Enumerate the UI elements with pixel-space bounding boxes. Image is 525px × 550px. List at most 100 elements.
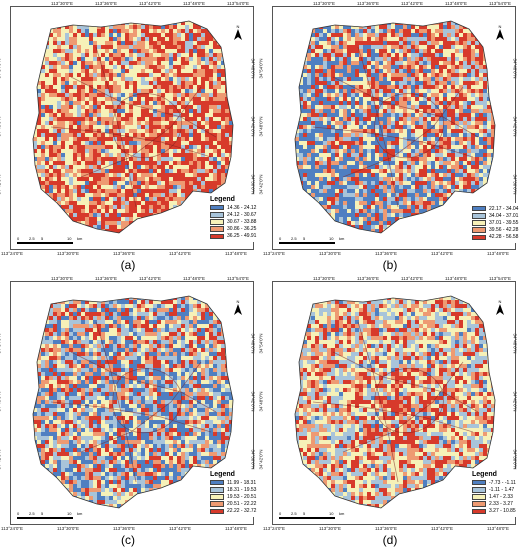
road-line — [50, 126, 212, 158]
right-latitude-tick: 34°36'0"N — [512, 174, 518, 195]
top-longitude-tick: 113°30'0"E — [313, 276, 335, 281]
top-longitude-tick: 113°36'0"E — [95, 276, 117, 281]
legend-item: 3.27 - 10.85 — [472, 508, 516, 515]
boundary-outline — [294, 295, 496, 509]
scale-tick-label: 5 — [303, 236, 306, 241]
thematic-map — [294, 20, 496, 234]
bottom-longitude-tick: 113°42'0"E — [169, 526, 191, 531]
panel-caption: (c) — [121, 533, 135, 547]
legend-title: Legend — [210, 196, 235, 203]
legend-swatch — [210, 204, 224, 211]
legend-swatch — [472, 227, 486, 233]
right-latitude-tick: 34°36'0"N — [250, 449, 256, 470]
left-latitude-tick: 34°42'0"N — [0, 174, 2, 194]
panel-caption: (b) — [382, 258, 398, 272]
scale-unit: km — [77, 236, 83, 241]
top-longitude-tick: 113°54'0"E — [489, 276, 511, 281]
bottom-longitude-tick: 113°30'0"E — [319, 526, 341, 531]
map-panel-b: 113°30'0"E 113°36'0"E 113°42'0"E 113°48'0"E… — [258, 0, 524, 275]
scale-tick-label: 2.5 — [29, 511, 35, 516]
boundary-outline — [294, 20, 496, 234]
road-line — [332, 76, 479, 138]
scale-bar: 0 2.5 5 10 km — [17, 511, 87, 521]
top-longitude-tick: 113°42'0"E — [139, 276, 161, 281]
legend-label: -1.11 - 1.47 — [489, 486, 515, 493]
bottom-longitude-tick: 113°42'0"E — [169, 251, 191, 256]
legend-swatch — [472, 220, 486, 226]
legend-label: 34.04 - 37.01 — [489, 212, 519, 219]
scale-bar: 0 2.5 5 10 km — [279, 236, 349, 246]
legend-label: 3.27 - 10.85 — [489, 508, 516, 515]
road-line — [70, 351, 217, 413]
top-longitude-tick: 113°42'0"E — [139, 1, 161, 6]
legend-swatch — [210, 219, 224, 225]
top-longitude-tick: 113°42'0"E — [401, 1, 423, 6]
legend-swatch — [210, 487, 224, 493]
bottom-longitude-tick: 113°48'0"E — [487, 526, 509, 531]
scale-tick-label: 0 — [279, 511, 282, 516]
road-line — [342, 86, 464, 178]
top-longitude-tick: 113°54'0"E — [227, 1, 249, 6]
top-longitude-tick: 113°30'0"E — [313, 1, 335, 6]
legend-item: 30.86 - 36.25 — [210, 226, 256, 233]
scale-tick-label: 0 — [17, 236, 20, 241]
scale-unit: km — [77, 511, 83, 516]
north-arrow-icon: N — [495, 24, 505, 41]
scale-tick-label: 5 — [41, 236, 44, 241]
top-longitude-tick: 113°30'0"E — [51, 276, 73, 281]
map-frame: N Legend 11.99 - 18.31 18.31 - 19.53 19.53 -… — [10, 281, 260, 525]
legend-swatch — [210, 494, 224, 500]
right-latitude-tick: 34°42'0"N — [250, 391, 256, 412]
legend-swatch — [210, 226, 224, 232]
legend-swatch — [472, 213, 486, 219]
right-latitude-tick: 34°36'0"N — [512, 449, 518, 470]
legend-swatch — [472, 501, 486, 507]
road-line — [374, 368, 445, 434]
road-line — [112, 93, 183, 159]
bottom-longitude-tick: 113°24'0"E — [263, 251, 285, 256]
left-latitude-tick: 34°48'0"N — [0, 391, 2, 411]
scale-tick-label: 10 — [67, 236, 72, 241]
legend-item: -1.11 - 1.47 — [472, 486, 516, 493]
legend-item: 20.51 - 22.22 — [210, 501, 256, 508]
scale-tick-label: 10 — [329, 236, 334, 241]
scale-bar: 0 2.5 5 10 km — [279, 511, 349, 521]
north-arrow-icon: N — [495, 299, 505, 316]
legend-item: 18.31 - 19.53 — [210, 486, 256, 493]
top-longitude-tick: 113°36'0"E — [357, 1, 379, 6]
road-line — [312, 401, 474, 433]
legend-label: 36.25 - 49.91 — [227, 233, 257, 240]
scale-unit: km — [339, 236, 345, 241]
boundary-outline — [32, 20, 234, 234]
bottom-longitude-tick: 113°36'0"E — [375, 526, 397, 531]
legend-item: 37.01 - 39.55 — [472, 219, 518, 226]
north-arrow-icon: N — [233, 24, 243, 41]
top-longitude-tick: 113°48'0"E — [445, 276, 467, 281]
thematic-map — [294, 295, 496, 509]
panel-caption: (a) — [120, 258, 136, 272]
legend-label: 11.99 - 18.31 — [227, 479, 257, 486]
thematic-map — [32, 295, 234, 509]
right-latitude-tick: 34°36'0"N — [250, 174, 256, 195]
bottom-longitude-tick: 113°30'0"E — [319, 251, 341, 256]
bottom-longitude-tick: 113°24'0"E — [1, 251, 23, 256]
road-line — [374, 93, 445, 159]
bottom-longitude-tick: 113°24'0"E — [263, 526, 285, 531]
legend-label: 2.33 - 3.27 — [489, 501, 513, 508]
top-longitude-tick: 113°48'0"E — [445, 1, 467, 6]
bottom-longitude-tick: 113°30'0"E — [57, 526, 79, 531]
legend-label: 22.22 - 32.72 — [227, 508, 257, 515]
map-panel-d: 113°30'0"E 113°36'0"E 113°42'0"E 113°48'0"E… — [259, 275, 524, 550]
legend-label: 14.36 - 24.12 — [227, 204, 257, 211]
legend: Legend -7.73 - -1.11 -1.11 - 1.47 1.47 - 2.… — [469, 469, 519, 517]
legend-label: 37.01 - 39.55 — [489, 219, 519, 226]
legend-title: Legend — [210, 471, 235, 478]
left-latitude-tick: 34°54'0"N — [258, 58, 264, 79]
bottom-longitude-tick: 113°48'0"E — [225, 526, 247, 531]
left-latitude-tick: 34°42'0"N — [0, 449, 2, 469]
scale-tick-label: 2.5 — [291, 511, 297, 516]
bottom-longitude-tick: 113°42'0"E — [431, 251, 453, 256]
legend-item: 22.22 - 32.72 — [210, 508, 256, 515]
road-line — [332, 351, 479, 413]
top-longitude-tick: 113°42'0"E — [401, 276, 423, 281]
